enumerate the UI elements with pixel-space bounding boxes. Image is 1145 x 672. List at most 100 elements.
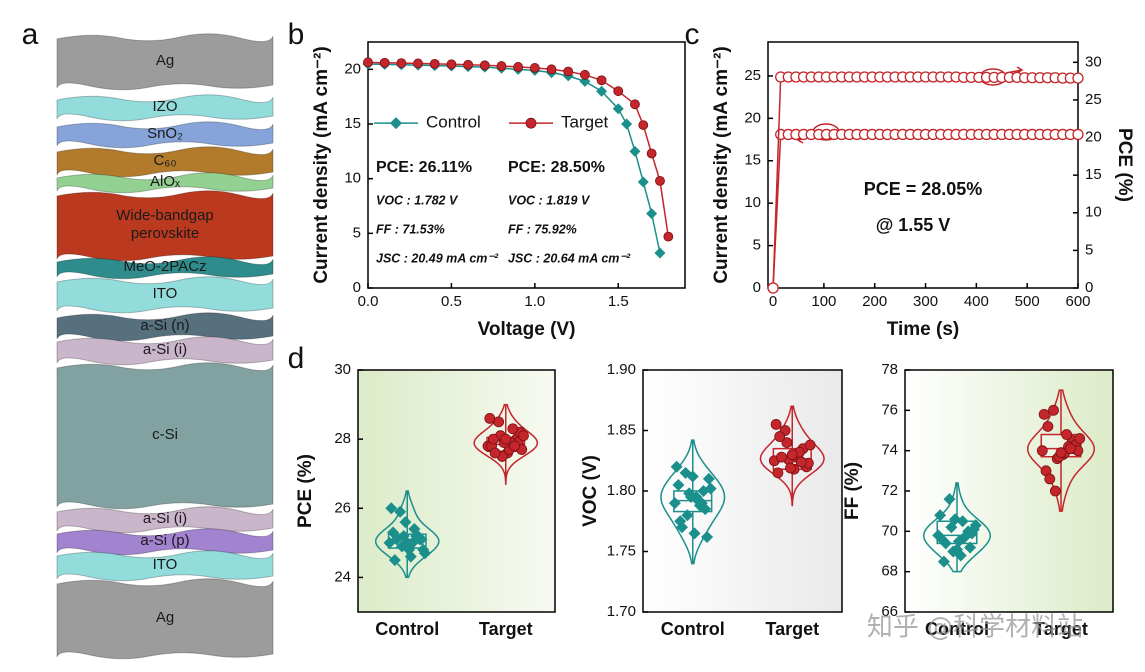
layer-label: AlOₓ — [150, 173, 180, 190]
marker — [509, 440, 521, 452]
marker — [546, 64, 557, 75]
plot-background — [643, 370, 842, 612]
x-tick-label: Target — [1034, 619, 1088, 639]
marker — [1072, 128, 1084, 141]
annotation: VOC : 1.819 V — [508, 193, 591, 207]
y-tick-label: 20 — [744, 109, 761, 126]
layer: C₆₀ — [57, 148, 273, 174]
marker — [969, 519, 982, 532]
layer: Ag — [57, 580, 273, 656]
marker — [934, 509, 947, 522]
marker — [390, 117, 402, 130]
axis-label: FF (%) — [842, 462, 863, 520]
y-tick-label: 30 — [334, 361, 351, 378]
annotation: PCE: 28.50% — [508, 159, 605, 176]
marker — [394, 505, 407, 518]
marker — [943, 493, 956, 506]
marker — [1044, 473, 1056, 485]
layer-label: Ag — [155, 52, 175, 69]
marker — [385, 502, 398, 515]
y-tick-label: 1.75 — [607, 542, 636, 559]
marker — [413, 58, 423, 69]
marker — [672, 478, 685, 491]
marker — [684, 491, 697, 504]
series-line — [772, 133, 1078, 289]
marker — [655, 175, 665, 186]
panel-label: c — [685, 18, 700, 51]
layer-label: MeO-2PACz — [123, 258, 207, 275]
layer-shape — [56, 33, 274, 91]
y-tick-label: 26 — [334, 499, 351, 516]
y-tick-label: 10 — [344, 170, 361, 187]
marker — [1055, 447, 1067, 459]
x-tick-label: 400 — [964, 293, 989, 310]
x-tick-label: 300 — [913, 293, 938, 310]
layer: IZO — [57, 96, 273, 118]
marker — [399, 516, 412, 529]
axis-label: Current density (mA cm⁻²) — [311, 46, 332, 283]
violin — [374, 490, 440, 579]
x-tick-label: 0.0 — [358, 293, 379, 310]
layer-label: Ag — [155, 609, 175, 626]
marker — [804, 439, 816, 451]
layer-label: c-Si — [152, 426, 178, 443]
y-tick-label: 24 — [334, 568, 351, 585]
marker — [612, 103, 624, 115]
y-tick-label: 20 — [344, 60, 361, 77]
x-tick-label: 1.0 — [524, 293, 545, 310]
marker — [463, 59, 474, 70]
marker — [496, 61, 507, 71]
plot-background — [905, 370, 1113, 612]
axis-label: Voltage (V) — [478, 319, 576, 340]
watermark: 知乎 @科学材料站 — [867, 613, 1083, 643]
x-tick-label: 500 — [1015, 293, 1040, 310]
axis-label: PCE (%) — [295, 454, 316, 528]
annotation: FF : 71.53% — [376, 222, 445, 236]
x-tick-label: 0 — [769, 293, 777, 310]
y-tick-label: 15 — [744, 152, 761, 169]
layer: Wide-bandgap perovskite — [57, 192, 273, 258]
annotation: JSC : 20.64 mA cm⁻² — [508, 251, 631, 265]
layer: ITO — [57, 552, 273, 578]
axis-label: Time (s) — [887, 319, 960, 340]
marker — [960, 529, 973, 542]
y-tick-label: 1.90 — [607, 361, 636, 378]
marker — [630, 99, 640, 110]
marker — [500, 433, 512, 445]
marker — [668, 497, 681, 510]
marker — [638, 120, 649, 130]
marker — [681, 509, 694, 522]
marker — [654, 247, 666, 259]
y-tick-label: 0 — [353, 279, 361, 296]
y-tick-label: 0 — [1085, 279, 1093, 296]
series-line — [367, 61, 670, 237]
marker — [704, 482, 717, 495]
layer: a-Si (i) — [57, 338, 273, 362]
layer-shape — [56, 550, 274, 582]
marker — [785, 462, 796, 474]
marker — [1072, 72, 1084, 84]
axis-label: VOC (V) — [580, 455, 601, 527]
layer-label: ITO — [152, 285, 178, 302]
annotation: VOC : 1.782 V — [376, 193, 459, 207]
layer-label: ITO — [152, 556, 178, 573]
marker — [686, 470, 699, 483]
layer-shape — [56, 336, 274, 366]
panel-label: a — [22, 18, 39, 51]
marker — [1061, 429, 1073, 440]
marker — [487, 433, 499, 445]
marker — [701, 530, 714, 543]
violin — [660, 439, 726, 565]
marker — [1048, 404, 1059, 416]
plot-background — [358, 370, 555, 612]
layer-label: SnO₂ — [147, 125, 183, 142]
x-tick-label: 100 — [811, 293, 836, 310]
y-tick-label: 5 — [753, 237, 761, 254]
violin — [473, 403, 539, 485]
layer-label: a-Si (i) — [142, 341, 188, 358]
marker — [390, 533, 403, 546]
y-tick-label: 72 — [881, 482, 898, 499]
marker — [1036, 445, 1048, 457]
annotation: PCE: 26.11% — [376, 159, 472, 176]
